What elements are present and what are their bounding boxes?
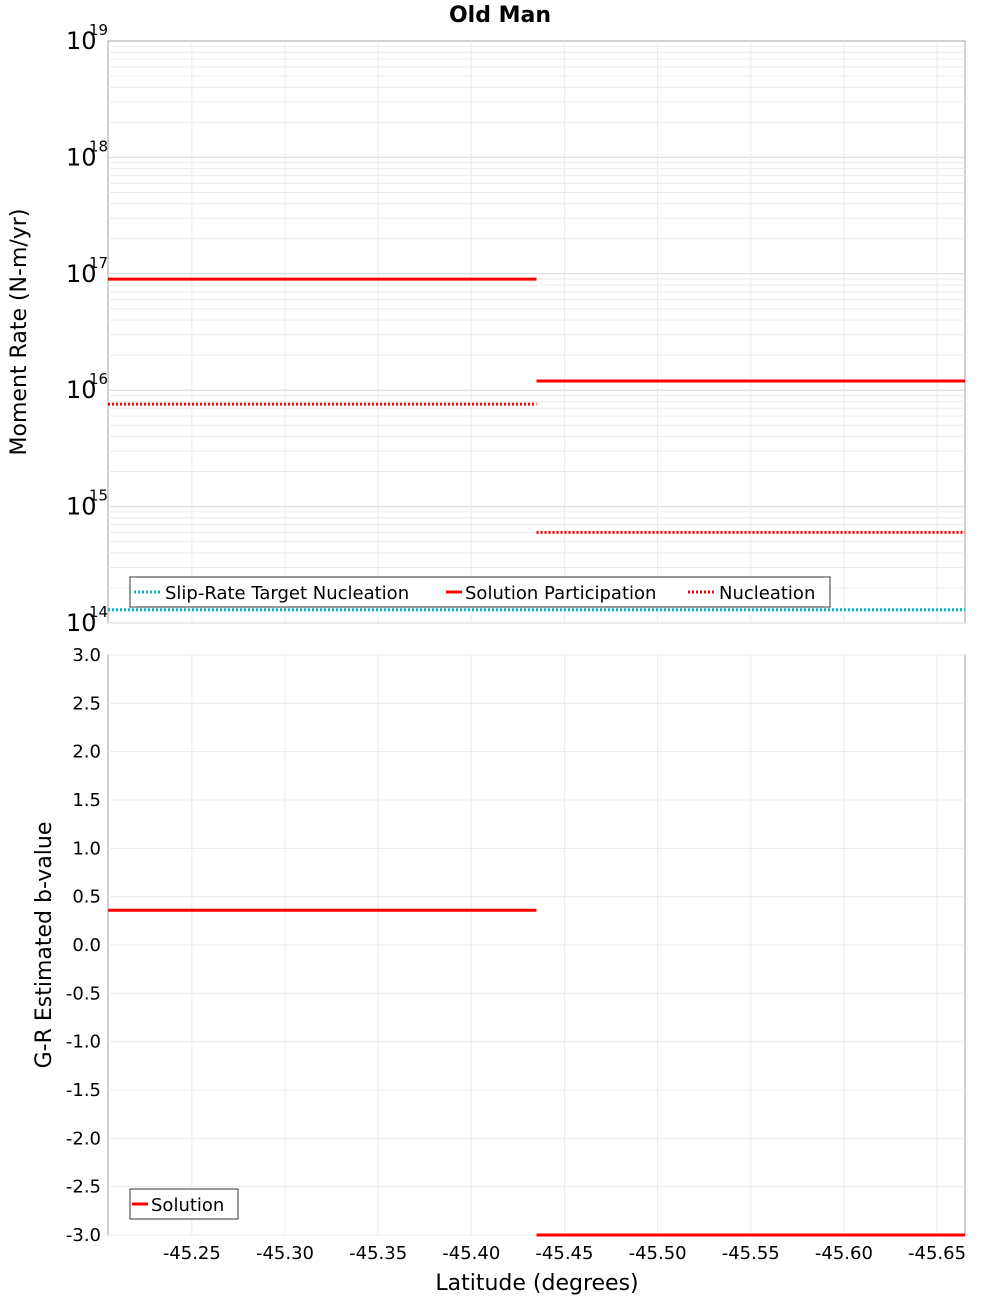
y-tick-exponent: 17 [89, 254, 108, 272]
legend-label-slip-rate-target-nucleation: Slip-Rate Target Nucleation [165, 583, 409, 604]
y-tick-label: -2.5 [66, 1177, 101, 1198]
b-value-series [108, 908, 965, 1237]
moment-rate-plot-area [107, 40, 966, 624]
x-tick-label: -45.45 [535, 1243, 593, 1264]
chart-title: Old Man [449, 3, 551, 28]
y-tick-label: -1.5 [66, 1080, 101, 1101]
y-tick-label: -0.5 [66, 983, 101, 1004]
x-tick-label: -45.40 [442, 1243, 500, 1264]
y-tick-label: 1.5 [72, 790, 101, 811]
b-value-y-axis-label: G-R Estimated b-value [32, 822, 57, 1069]
b-value-y-ticks: 3.0 2.5 2.0 1.5 1.0 0.5 0.0 -0.5 -1.0 -1.5 -2.0 -2.… [66, 645, 101, 1246]
b-value-plot: 3.0 2.5 2.0 1.5 1.0 0.5 0.0 -0.5 -1.0 -1.5 -2.0 -2.… [32, 645, 966, 1296]
x-axis-label: Latitude (degrees) [435, 1271, 638, 1296]
x-tick-label: -45.55 [722, 1243, 780, 1264]
legend-label-solution-participation: Solution Participation [465, 583, 656, 604]
y-tick-label: 0.0 [72, 935, 101, 956]
b-value-x-ticks: -45.25 -45.30 -45.35 -45.40 -45.45 -45.50 -45.… [163, 1243, 966, 1264]
y-tick-label: 1.0 [72, 838, 101, 859]
x-tick-label: -45.50 [629, 1243, 687, 1264]
y-tick-exponent: 19 [89, 21, 108, 39]
y-tick-label: 10 [66, 27, 97, 55]
y-tick-label: 2.0 [72, 742, 101, 763]
y-tick-label: 10 [66, 260, 97, 288]
y-tick-label: 10 [66, 143, 97, 171]
x-tick-label: -45.35 [349, 1243, 407, 1264]
x-tick-label: -45.30 [256, 1243, 314, 1264]
y-tick-label: -2.0 [66, 1128, 101, 1149]
y-tick-label: 3.0 [72, 645, 101, 666]
moment-rate-grid [108, 41, 965, 624]
legend-label-nucleation: Nucleation [719, 583, 815, 604]
y-tick-label: -3.0 [66, 1225, 101, 1246]
moment-rate-y-axis-label: Moment Rate (N-m/yr) [7, 209, 32, 456]
x-tick-label: -45.65 [908, 1243, 966, 1264]
y-tick-label: 10 [66, 376, 97, 404]
y-tick-label: 10 [66, 609, 97, 637]
y-tick-exponent: 14 [89, 603, 108, 621]
moment-rate-series [108, 277, 965, 612]
moment-rate-legend: Slip-Rate Target Nucleation Solution Par… [129, 576, 831, 608]
x-tick-label: -45.25 [163, 1243, 221, 1264]
y-tick-label: 0.5 [72, 887, 101, 908]
b-value-grid [108, 654, 965, 1236]
y-tick-exponent: 18 [89, 137, 108, 155]
y-tick-exponent: 16 [89, 370, 108, 388]
y-tick-label: -1.0 [66, 1032, 101, 1053]
legend-label-solution: Solution [151, 1195, 224, 1216]
y-tick-exponent: 15 [89, 487, 108, 505]
y-tick-label: 10 [66, 493, 97, 521]
x-tick-label: -45.60 [815, 1243, 873, 1264]
y-tick-label: 2.5 [72, 693, 101, 714]
b-value-legend: Solution [129, 1188, 239, 1220]
